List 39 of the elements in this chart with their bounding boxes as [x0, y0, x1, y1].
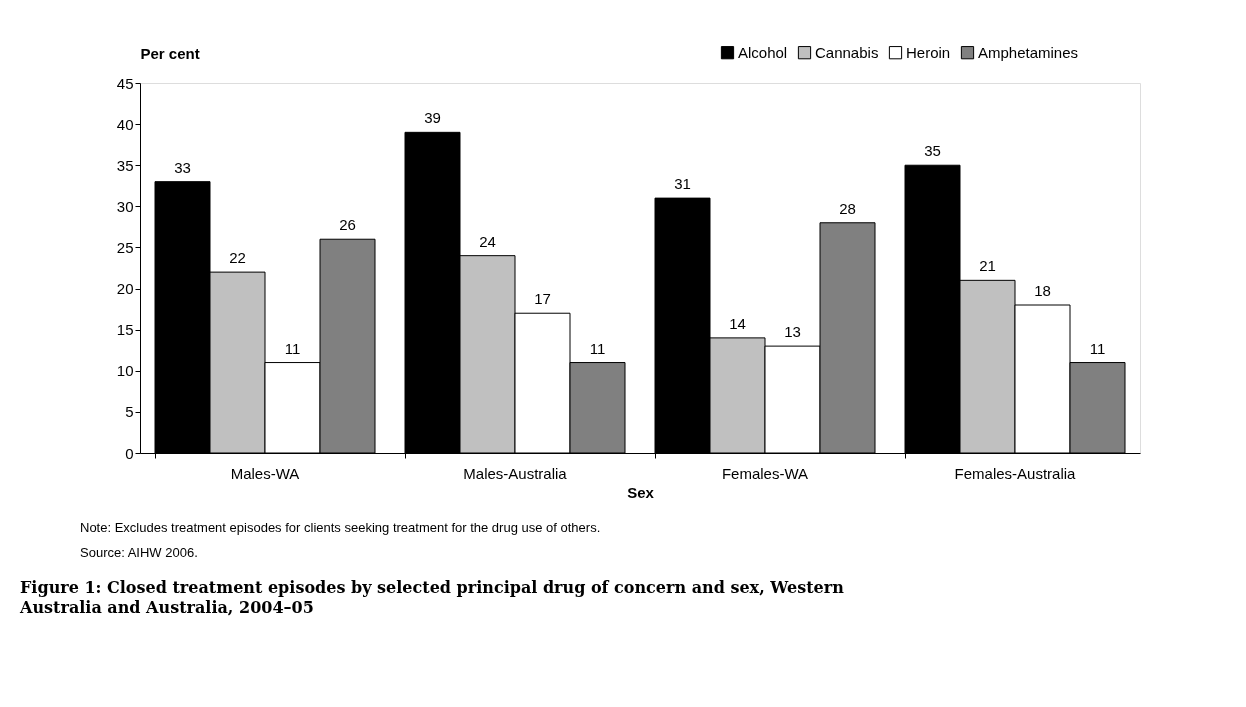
y-tick-label: 25	[116, 238, 134, 256]
data-label: 33	[174, 158, 191, 176]
legend-label: Heroin	[906, 43, 951, 61]
data-label: 22	[229, 249, 246, 267]
y-tick-label: 15	[116, 321, 134, 339]
legend-label: Cannabis	[815, 43, 879, 61]
data-label: 14	[729, 314, 746, 332]
data-label: 26	[339, 216, 356, 234]
y-tick-label: 0	[125, 444, 134, 462]
y-tick-label: 5	[125, 403, 134, 421]
legend-label: Alcohol	[738, 43, 788, 61]
data-label: 39	[424, 109, 441, 127]
y-tick-label: 40	[116, 115, 134, 133]
y-tick-label: 20	[116, 280, 134, 298]
data-label: 11	[1089, 339, 1106, 357]
data-label: 11	[284, 339, 301, 357]
x-tick-label: Males-Australia	[463, 464, 568, 482]
data-label: 21	[979, 257, 996, 275]
y-axis-title: Per cent	[140, 44, 200, 62]
data-label: 24	[479, 232, 496, 250]
y-tick-label: 45	[116, 74, 134, 92]
source-note: Source: AIHW 2006.	[80, 545, 198, 560]
x-tick-label: Females-WA	[721, 464, 809, 482]
y-tick-label: 30	[116, 197, 134, 215]
x-tick-label: Females-Australia	[954, 464, 1077, 482]
data-label: 17	[534, 290, 551, 308]
data-label: 31	[674, 175, 691, 193]
text: Note: Excludes treatment episodes for clients seeking treatment for the drug use of others.	[80, 520, 601, 535]
data-label: 11	[589, 339, 606, 357]
data-label: 18	[1034, 282, 1051, 299]
y-tick-label: 10	[116, 362, 134, 380]
legend-label: Amphetamines	[978, 43, 1079, 61]
text: Figure 1: Closed treatment episodes by selected principal drug of concern and sex, Western Australia and Australia, 2004–05	[19, 578, 845, 617]
data-label: 35	[924, 142, 941, 160]
data-label: 13	[784, 323, 801, 341]
x-tick-label: Males-WA	[230, 464, 300, 482]
x-axis-title: Sex	[627, 483, 655, 501]
data-label: 28	[839, 199, 856, 217]
y-tick-label: 35	[116, 156, 134, 174]
